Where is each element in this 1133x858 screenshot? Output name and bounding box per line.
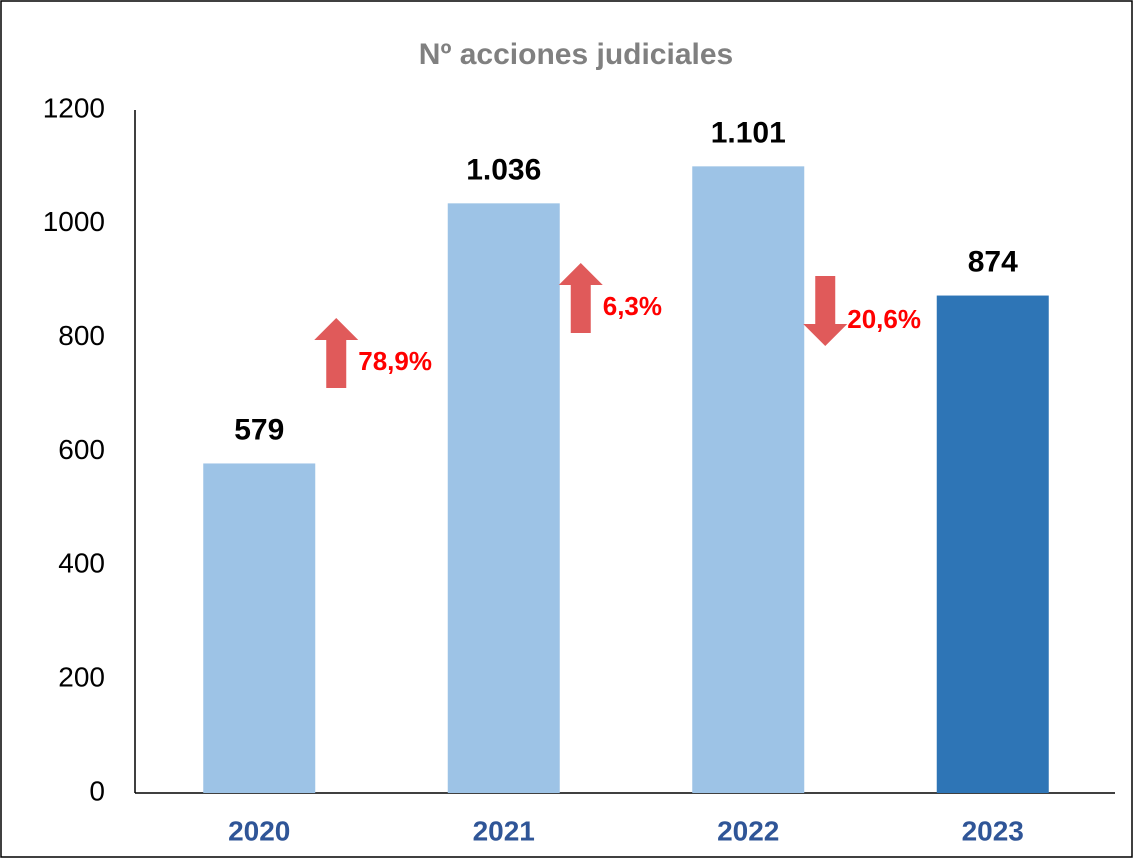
y-tick-label: 800: [58, 320, 105, 351]
bar: [936, 295, 1049, 793]
change-arrow: [558, 263, 603, 333]
change-label: 78,9%: [358, 346, 432, 376]
x-tick-label: 2020: [228, 815, 290, 846]
data-label: 1.101: [711, 116, 786, 149]
x-tick-label: 2022: [717, 815, 779, 846]
data-label: 874: [968, 245, 1018, 278]
chart-title: Nº acciones judiciales: [419, 38, 733, 71]
y-tick-label: 200: [58, 662, 105, 693]
bar: [447, 203, 560, 794]
y-tick-label: 400: [58, 548, 105, 579]
y-tick-label: 0: [89, 775, 105, 806]
data-label: 579: [234, 413, 284, 446]
y-tick-label: 1000: [43, 206, 105, 237]
change-arrow: [803, 276, 848, 346]
change-label: 6,3%: [603, 291, 662, 321]
data-label: 1.036: [466, 153, 541, 186]
y-tick-label: 600: [58, 434, 105, 465]
bar: [203, 463, 316, 793]
bar: [692, 166, 805, 793]
y-tick-label: 1200: [43, 92, 105, 123]
x-tick-label: 2021: [473, 815, 535, 846]
change-label: 20,6%: [847, 304, 921, 334]
change-arrow: [314, 318, 359, 388]
x-tick-label: 2023: [962, 815, 1024, 846]
